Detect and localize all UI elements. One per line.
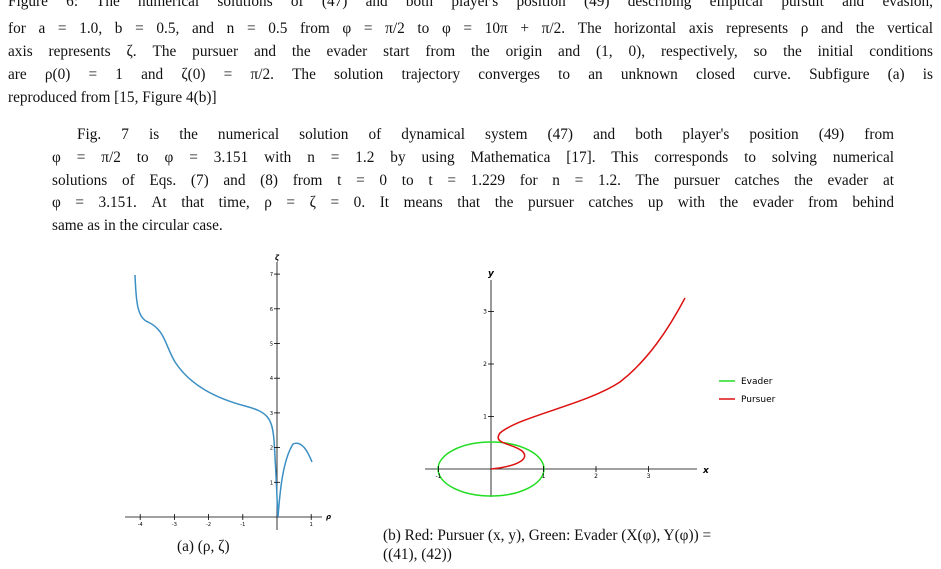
legend-label: Evader	[741, 377, 773, 387]
y-tick-label: 6	[270, 307, 273, 313]
x-tick-label: 2	[594, 473, 598, 480]
x-tick-label: -2	[206, 522, 211, 528]
y-tick-label: 3	[483, 309, 487, 316]
evader-curve	[437, 441, 545, 497]
caption-line: for a = 1.0, b = 0.5, and n = 0.5 from φ…	[8, 20, 933, 37]
subcaption: (b) Red: Pursuer (x, y), Green: Evader (…	[383, 527, 712, 544]
y-tick-label: 3	[270, 411, 273, 417]
caption-line: Figure 6: The numerical solutions of (47…	[8, 0, 933, 10]
paragraph-line: φ = π/2 to φ = 3.151 with n = 1.2 by usi…	[52, 149, 894, 166]
x-tick-label: -1	[436, 473, 442, 480]
axes-b	[425, 280, 697, 497]
y-tick-label: 2	[270, 446, 273, 452]
y-tick-label: 1	[270, 480, 273, 486]
paragraph-line: φ = 3.151. At that time, ρ = ζ = 0. It m…	[52, 194, 894, 211]
subcaption: ((41), (42))	[383, 546, 452, 563]
curve-a	[134, 274, 313, 518]
axis-label: y	[488, 269, 495, 279]
x-tick-label: -3	[172, 522, 177, 528]
legend-label: Pursuer	[741, 395, 776, 405]
axis-label: ζ	[275, 254, 280, 262]
caption-line: reproduced from [15, Figure 4(b)]	[8, 89, 217, 106]
y-tick-label: 1	[483, 414, 487, 421]
paragraph-line: same as in the circular case.	[52, 217, 223, 234]
y-tick-label: 5	[270, 342, 273, 348]
paragraph-line: Fig. 7 is the numerical solution of dyna…	[77, 126, 894, 143]
pursuer-curve	[490, 297, 686, 470]
y-tick-label: 7	[270, 272, 273, 278]
axis-label: ρ	[326, 513, 331, 521]
axes-a	[125, 262, 322, 530]
y-tick-label: 4	[270, 376, 273, 382]
x-tick-label: 3	[647, 473, 651, 480]
caption-line: are ρ(0) = 1 and ζ(0) = π/2. The solutio…	[8, 66, 933, 83]
x-tick-label: 1	[310, 522, 313, 528]
x-tick-label: 1	[542, 473, 546, 480]
x-tick-label: -1	[240, 522, 245, 528]
caption-line: axis represents ζ. The pursuer and the e…	[8, 43, 933, 60]
x-tick-label: -4	[138, 522, 143, 528]
axis-label: x	[702, 466, 710, 476]
paragraph-line: solutions of Eqs. (7) and (8) from t = 0…	[52, 172, 894, 189]
subcaption: (a) (ρ, ζ)	[177, 538, 230, 555]
y-tick-label: 2	[483, 361, 487, 368]
